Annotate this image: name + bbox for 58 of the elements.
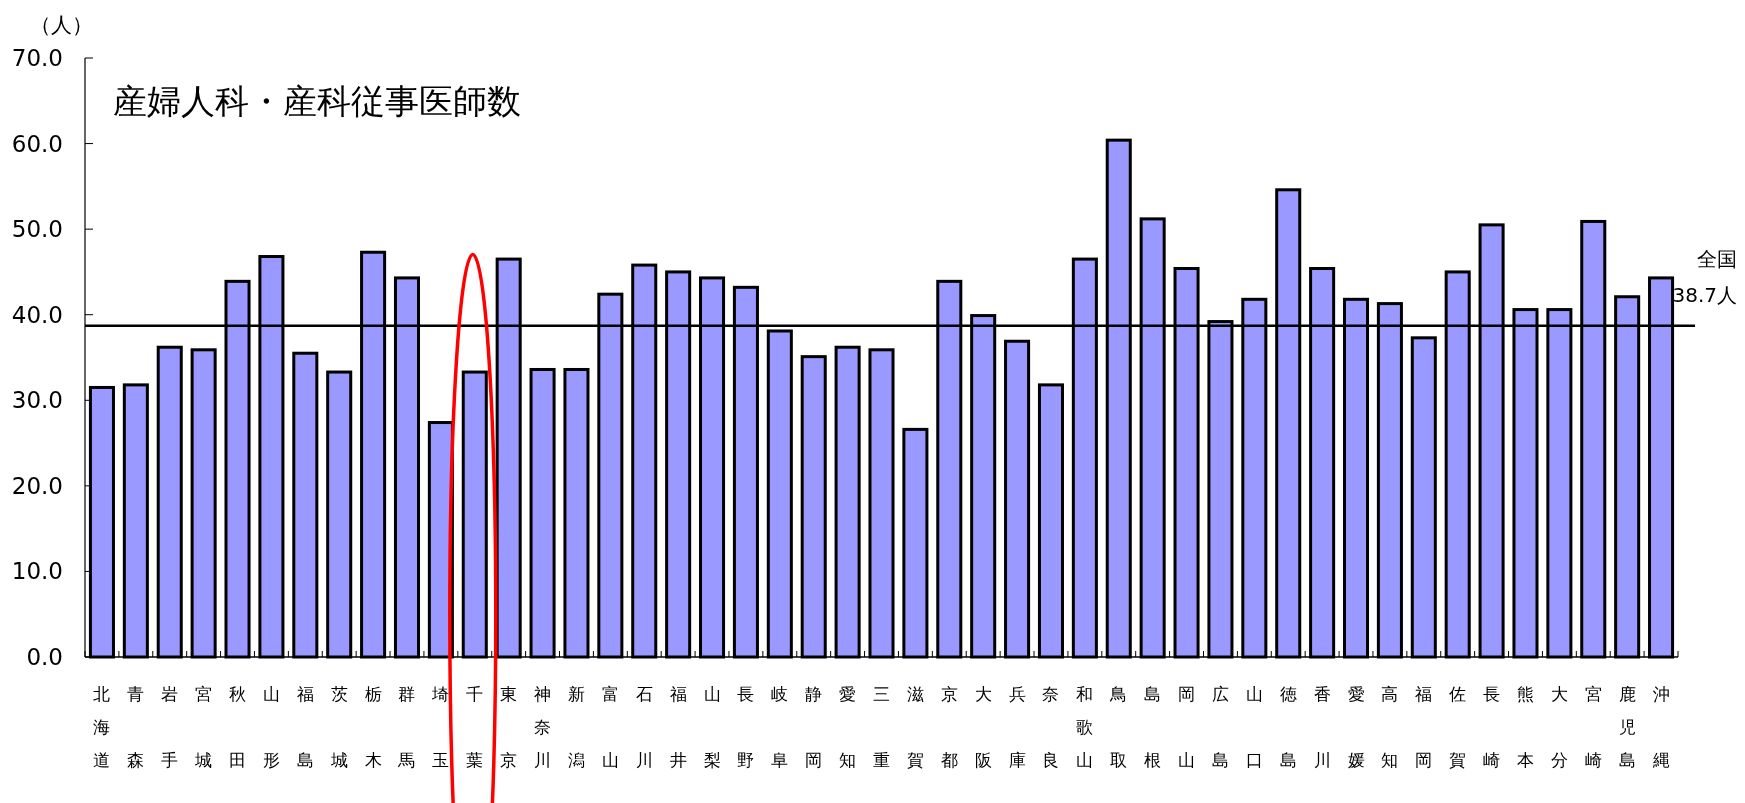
category-label: 埼玉 bbox=[432, 684, 450, 770]
y-tick-label: 10.0 bbox=[11, 558, 63, 585]
category-label: 佐賀 bbox=[1449, 684, 1467, 770]
category-label: 千葉 bbox=[466, 684, 484, 770]
category-label: 福井 bbox=[669, 684, 687, 770]
y-tick-label: 50.0 bbox=[11, 216, 63, 243]
y-tick-label: 30.0 bbox=[11, 387, 63, 414]
category-label: 愛知 bbox=[839, 684, 857, 770]
category-label: 山形 bbox=[262, 684, 280, 770]
category-label: 愛媛 bbox=[1347, 684, 1365, 770]
category-label: 熊本 bbox=[1516, 684, 1534, 770]
category-label: 栃木 bbox=[364, 684, 382, 770]
category-label: 広島 bbox=[1211, 684, 1229, 770]
category-label: 山梨 bbox=[703, 684, 721, 770]
category-label: 宮崎 bbox=[1584, 684, 1602, 770]
category-label: 京都 bbox=[940, 684, 958, 770]
category-label: 岐阜 bbox=[771, 684, 789, 770]
y-tick-label: 20.0 bbox=[11, 472, 63, 499]
category-label: 青森 bbox=[127, 684, 145, 770]
y-tick-label: 40.0 bbox=[11, 301, 63, 328]
x-tick-label: 和歌山 bbox=[1076, 682, 1094, 772]
category-label: 秋田 bbox=[229, 684, 247, 770]
category-label: 新潟 bbox=[567, 684, 585, 770]
category-label: 石川 bbox=[635, 684, 653, 770]
category-label: 東京 bbox=[500, 684, 518, 770]
x-tick-label: 鹿児島 bbox=[1618, 682, 1636, 772]
category-label: 島根 bbox=[1144, 684, 1162, 770]
category-label: 群馬 bbox=[398, 684, 416, 770]
category-label: 静岡 bbox=[805, 684, 823, 770]
category-label: 奈良 bbox=[1042, 684, 1060, 770]
category-label: 宮城 bbox=[195, 684, 213, 770]
text: 産婦人科・産科従事医師数 bbox=[113, 81, 521, 121]
category-label: 長崎 bbox=[1483, 684, 1501, 770]
y-tick-label: 70.0 bbox=[11, 45, 63, 71]
category-label: 大分 bbox=[1550, 684, 1568, 770]
y-tick-label: 0.0 bbox=[26, 644, 63, 670]
x-tick-label: 神奈川 bbox=[534, 682, 552, 772]
category-label: 岡山 bbox=[1178, 684, 1196, 770]
category-label: 岩手 bbox=[161, 684, 179, 770]
category-label: 福島 bbox=[296, 684, 314, 770]
category-label: 大阪 bbox=[974, 684, 992, 770]
category-label: 福岡 bbox=[1415, 684, 1433, 770]
category-label: 兵庫 bbox=[1008, 684, 1026, 770]
category-label: 富山 bbox=[601, 684, 619, 770]
ref-line-label: 全国 38.7人 bbox=[1672, 246, 1737, 307]
category-label: 鳥取 bbox=[1110, 684, 1128, 770]
y-tick-label: 60.0 bbox=[11, 130, 63, 157]
category-label: 沖縄 bbox=[1652, 684, 1670, 770]
x-tick-label: 北海道 bbox=[93, 682, 111, 772]
category-label: 三重 bbox=[873, 684, 890, 770]
category-label: 山口 bbox=[1245, 684, 1263, 770]
category-label: 徳島 bbox=[1279, 684, 1297, 770]
category-label: 茨城 bbox=[330, 684, 348, 770]
category-label: 香川 bbox=[1313, 684, 1331, 770]
y-axis-title: （人） bbox=[30, 13, 93, 37]
category-label: 滋賀 bbox=[906, 684, 924, 770]
category-label: 高知 bbox=[1381, 684, 1399, 770]
category-label: 長野 bbox=[737, 684, 755, 770]
